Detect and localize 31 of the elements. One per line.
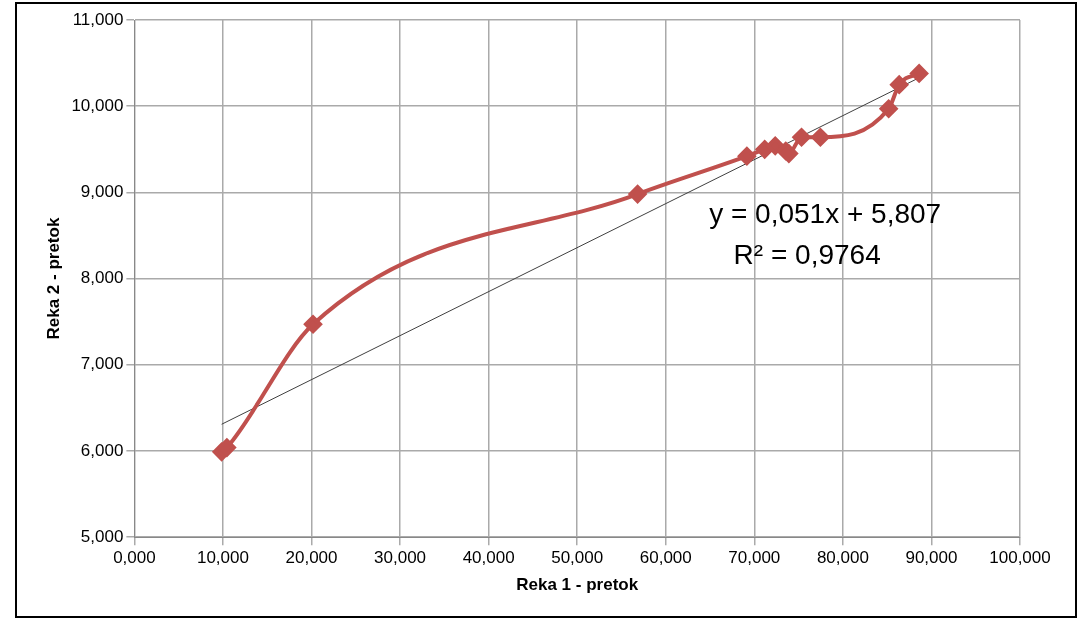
annotation: y = 0,051x + 5,807 [709,197,942,229]
x-tick-label: 100,000 [989,548,1051,568]
point [879,99,898,118]
x-tick-label: 0,000 [113,548,156,568]
point [737,147,756,166]
annotation: R² = 0,9764 [733,238,881,270]
point [628,185,647,204]
x-axis-title: Reka 1 - pretok [516,575,639,595]
x-tick-label: 40,000 [462,548,515,568]
x-tick-label: 60,000 [639,548,692,568]
x-tick-label: 70,000 [728,548,781,568]
x-tick-label: 10,000 [196,548,249,568]
point [792,128,811,147]
x-tick-label: 90,000 [905,548,958,568]
x-tick-label: 20,000 [285,548,338,568]
y-tick-label: 9,000 [80,182,124,202]
x-tick-label: 30,000 [374,548,427,568]
x-tick-label: 50,000 [551,548,604,568]
point [910,64,929,83]
y-tick-label: 10,000 [71,95,124,115]
point [890,75,909,94]
y-axis-title: Reka 2 - pretok [43,217,63,340]
y-tick-label: 6,000 [80,440,124,460]
x-tick-label: 80,000 [816,548,869,568]
y-tick-label: 8,000 [80,268,124,288]
point [766,136,785,155]
y-tick-label: 5,000 [80,526,124,546]
point [304,315,323,334]
y-tick-label: 7,000 [80,354,124,374]
point [811,128,830,147]
y-tick-label: 11,000 [72,9,124,29]
